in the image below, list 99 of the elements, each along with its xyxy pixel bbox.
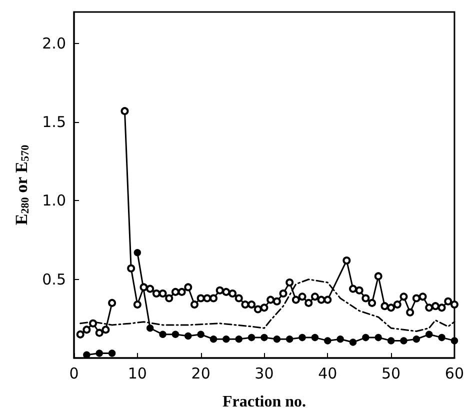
point bbox=[171, 288, 180, 296]
point bbox=[210, 336, 218, 343]
point bbox=[362, 334, 370, 342]
point bbox=[190, 300, 198, 309]
point bbox=[292, 296, 300, 304]
point bbox=[83, 351, 90, 358]
point bbox=[387, 304, 396, 312]
point bbox=[425, 304, 434, 312]
point bbox=[133, 300, 142, 309]
point bbox=[222, 336, 230, 343]
point bbox=[241, 300, 250, 309]
x-tick-label: 10 bbox=[128, 364, 147, 382]
point bbox=[310, 292, 319, 301]
point bbox=[450, 337, 458, 344]
y-tick-label: 1.0 bbox=[42, 192, 66, 210]
point bbox=[349, 338, 357, 346]
point bbox=[184, 283, 192, 292]
x-tick-label: 40 bbox=[318, 364, 338, 382]
point bbox=[324, 337, 332, 344]
y-tick-label: 1.5 bbox=[42, 113, 66, 132]
point bbox=[178, 288, 186, 296]
point bbox=[108, 350, 116, 357]
point bbox=[203, 294, 212, 302]
point bbox=[248, 334, 256, 342]
point bbox=[355, 286, 364, 294]
point bbox=[266, 296, 275, 304]
point bbox=[184, 332, 192, 340]
point bbox=[387, 337, 395, 344]
point bbox=[196, 294, 205, 302]
point bbox=[260, 304, 268, 312]
point bbox=[286, 278, 294, 287]
point bbox=[89, 319, 98, 328]
point bbox=[95, 328, 104, 337]
y-tick-label: 0.5 bbox=[42, 270, 66, 288]
point bbox=[159, 330, 166, 338]
point bbox=[146, 284, 154, 293]
point bbox=[393, 300, 402, 309]
y-tick-label: 2.0 bbox=[42, 34, 66, 52]
x-axis-title: Fraction no. bbox=[222, 394, 306, 410]
point bbox=[140, 283, 148, 292]
point bbox=[146, 324, 154, 332]
point bbox=[234, 294, 243, 302]
point bbox=[152, 290, 160, 298]
point bbox=[444, 297, 452, 306]
point bbox=[235, 336, 242, 343]
point bbox=[426, 330, 433, 338]
point bbox=[412, 336, 420, 343]
point bbox=[311, 334, 319, 342]
point bbox=[134, 249, 142, 256]
point bbox=[374, 272, 382, 280]
point bbox=[120, 107, 129, 116]
point bbox=[248, 300, 256, 309]
point bbox=[286, 336, 294, 343]
point bbox=[228, 290, 237, 298]
point bbox=[418, 292, 427, 301]
point bbox=[76, 330, 84, 338]
point bbox=[380, 302, 389, 310]
point bbox=[450, 300, 458, 309]
x-tick-label: 50 bbox=[382, 364, 401, 382]
point bbox=[260, 334, 268, 342]
point bbox=[298, 292, 306, 301]
x-tick-label: 60 bbox=[444, 364, 464, 382]
point bbox=[400, 337, 408, 344]
point bbox=[273, 336, 281, 343]
point bbox=[304, 298, 313, 307]
point bbox=[158, 290, 167, 298]
point bbox=[374, 334, 382, 342]
point bbox=[349, 284, 357, 293]
point bbox=[438, 334, 446, 342]
point bbox=[254, 305, 262, 314]
point bbox=[406, 308, 414, 316]
point bbox=[317, 296, 326, 304]
point bbox=[127, 264, 136, 272]
point bbox=[165, 294, 174, 302]
point bbox=[272, 297, 281, 306]
point bbox=[362, 294, 370, 302]
point bbox=[400, 292, 408, 301]
point bbox=[82, 326, 91, 334]
point bbox=[96, 350, 103, 357]
x-tick-label: 20 bbox=[191, 364, 210, 382]
point bbox=[216, 286, 224, 294]
point bbox=[102, 326, 110, 334]
point bbox=[368, 298, 376, 307]
x-tick-label: 0 bbox=[69, 364, 79, 382]
point bbox=[438, 304, 446, 312]
point bbox=[197, 330, 204, 338]
point bbox=[336, 336, 344, 343]
y-axis-title: E280 or E570 bbox=[12, 144, 32, 226]
point bbox=[412, 294, 420, 302]
point bbox=[222, 288, 230, 296]
point bbox=[324, 296, 332, 304]
point bbox=[298, 334, 306, 342]
point bbox=[172, 330, 180, 338]
point bbox=[279, 290, 288, 298]
point bbox=[342, 256, 351, 264]
point bbox=[108, 298, 116, 307]
point bbox=[431, 302, 440, 310]
x-tick-label: 30 bbox=[254, 364, 274, 382]
point bbox=[210, 294, 218, 302]
